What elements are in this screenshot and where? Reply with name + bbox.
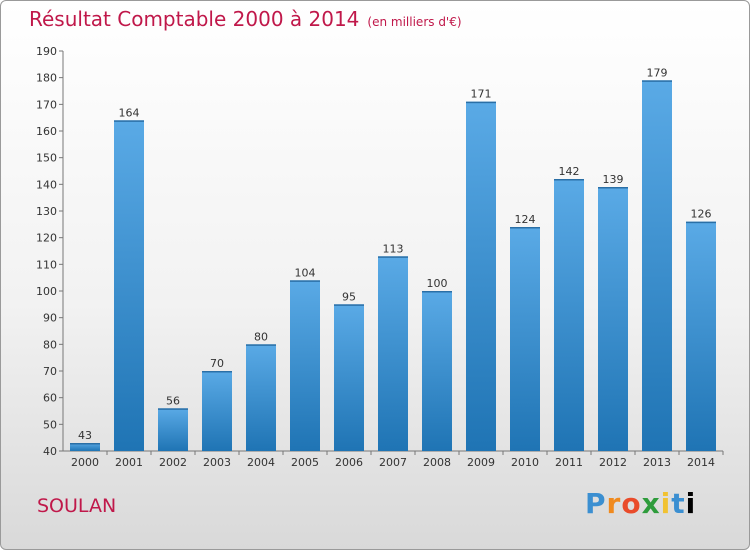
- y-tick-label: 130: [36, 205, 57, 218]
- bar-value-label: 179: [647, 66, 668, 79]
- bar-top-edge: [510, 227, 540, 229]
- bar-top-edge: [158, 408, 188, 410]
- y-tick-label: 110: [36, 258, 57, 271]
- bar: [642, 80, 672, 451]
- logo-letter: i: [660, 487, 672, 520]
- bar-value-label: 164: [119, 106, 140, 119]
- x-tick-label: 2007: [379, 456, 407, 469]
- y-tick-label: 60: [43, 392, 57, 405]
- y-tick-label: 150: [36, 152, 57, 165]
- logo-letter: x: [641, 487, 661, 520]
- bar-top-edge: [686, 221, 716, 224]
- y-tick-label: 120: [36, 232, 57, 245]
- bar-top-edge: [114, 120, 144, 122]
- bar: [334, 304, 364, 451]
- y-tick-label: 190: [36, 45, 57, 58]
- x-tick-label: 2005: [291, 456, 319, 469]
- bar-value-label: 171: [471, 88, 492, 101]
- bar: [202, 371, 232, 451]
- bar: [70, 443, 100, 451]
- y-tick-label: 50: [43, 418, 57, 431]
- proxiti-logo: Proxiti: [585, 487, 696, 520]
- x-tick-label: 2010: [511, 456, 539, 469]
- logo-letter: t: [671, 487, 686, 520]
- bar-value-label: 100: [427, 277, 448, 290]
- bar: [290, 280, 320, 451]
- bar-top-edge: [202, 371, 232, 373]
- title-unit: (en milliers d'€): [367, 15, 462, 29]
- bar: [554, 179, 584, 451]
- x-tick-label: 2011: [555, 456, 583, 469]
- x-tick-label: 2009: [467, 456, 495, 469]
- x-tick-label: 2012: [599, 456, 627, 469]
- x-tick-label: 2013: [643, 456, 671, 469]
- bar: [246, 344, 276, 451]
- x-tick-label: 2014: [687, 456, 715, 469]
- bar-top-edge: [70, 443, 100, 445]
- bar-value-label: 113: [383, 242, 404, 255]
- bar-value-label: 56: [166, 394, 180, 407]
- bar-top-edge: [334, 304, 364, 306]
- bar-top-edge: [598, 187, 628, 189]
- y-tick-label: 40: [43, 445, 57, 458]
- y-tick-label: 180: [36, 72, 57, 85]
- y-tick-label: 160: [36, 125, 57, 138]
- bar: [686, 221, 716, 451]
- x-tick-label: 2001: [115, 456, 143, 469]
- x-tick-label: 2002: [159, 456, 187, 469]
- y-tick-label: 170: [36, 98, 57, 111]
- y-tick-label: 70: [43, 365, 57, 378]
- commune-name: SOULAN: [37, 495, 117, 517]
- bar: [158, 408, 188, 451]
- bar-value-label: 43: [78, 429, 92, 442]
- bar-value-label: 104: [295, 266, 316, 279]
- bar: [598, 187, 628, 451]
- bar-value-label: 80: [254, 330, 268, 343]
- logo-letter: r: [606, 487, 622, 520]
- x-tick-label: 2008: [423, 456, 451, 469]
- bar-value-label: 95: [342, 290, 356, 303]
- bar: [422, 291, 452, 451]
- x-tick-label: 2006: [335, 456, 363, 469]
- bar-value-label: 139: [603, 173, 624, 186]
- bar-value-label: 126: [691, 208, 712, 221]
- logo-letter: P: [585, 487, 607, 520]
- y-tick-label: 90: [43, 312, 57, 325]
- title-text: Résultat Comptable 2000 à 2014: [29, 7, 360, 31]
- x-tick-label: 2000: [71, 456, 99, 469]
- bar: [114, 120, 144, 451]
- logo-letter: i: [685, 487, 697, 520]
- bar-top-edge: [554, 179, 584, 181]
- bar: [378, 256, 408, 451]
- bar: [510, 227, 540, 451]
- y-tick-label: 100: [36, 285, 57, 298]
- bar-top-edge: [422, 291, 452, 293]
- bar-value-label: 142: [559, 165, 580, 178]
- bar-value-label: 124: [515, 213, 536, 226]
- chart-title: Résultat Comptable 2000 à 2014 (en millie…: [29, 7, 462, 31]
- x-tick-label: 2003: [203, 456, 231, 469]
- bar-top-edge: [290, 280, 320, 282]
- bar: [466, 101, 496, 452]
- y-tick-label: 80: [43, 338, 57, 351]
- bar-value-label: 70: [210, 357, 224, 370]
- bar-top-edge: [246, 344, 276, 346]
- y-tick-label: 140: [36, 178, 57, 191]
- bar-top-edge: [642, 80, 672, 82]
- logo-letter: o: [621, 487, 642, 520]
- bar-top-edge: [466, 101, 496, 104]
- bar-top-edge: [378, 256, 408, 258]
- x-tick-label: 2004: [247, 456, 275, 469]
